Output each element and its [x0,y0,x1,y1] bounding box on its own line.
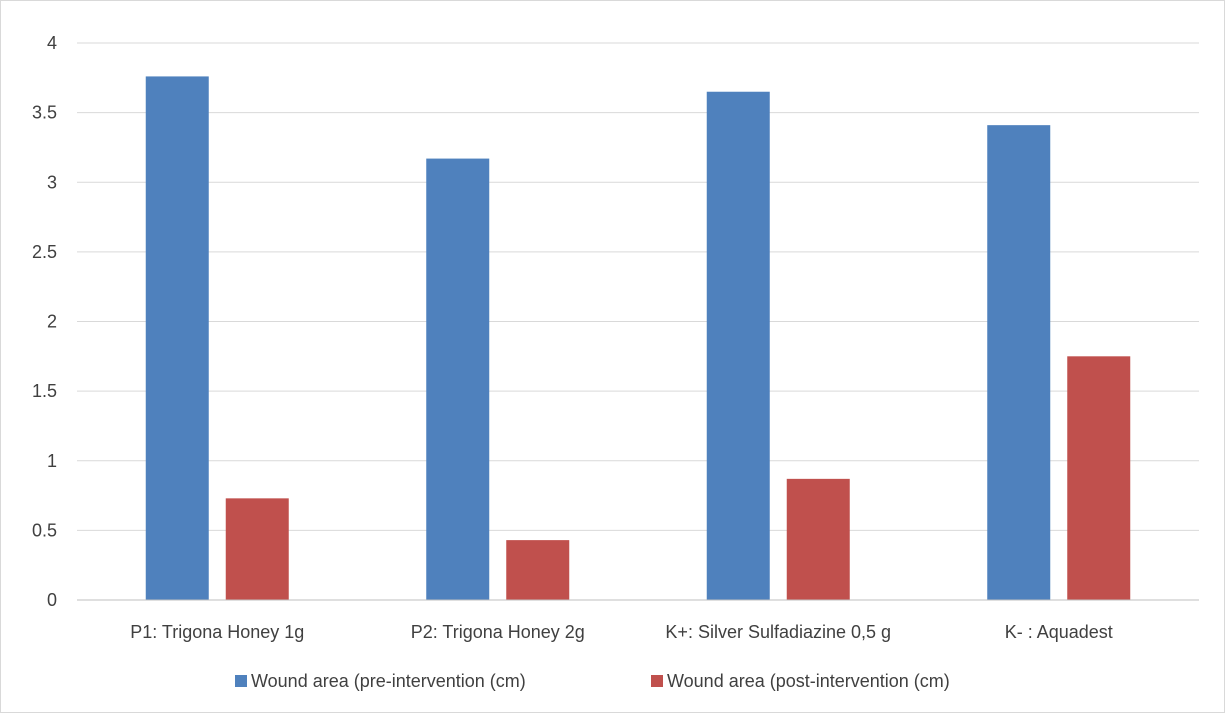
y-tick-label: 2 [47,312,57,332]
bar-post-intervention [225,498,289,600]
y-tick-label: 0 [47,590,57,610]
y-axis-ticks: 0 0.5 1 1.5 2 2.5 3 3.5 4 [32,33,57,610]
y-tick-label: 4 [47,33,57,53]
bar-pre-intervention [145,76,209,601]
y-tick-label: 3 [47,172,57,192]
legend: Wound area (pre-intervention (cm) Wound a… [235,671,950,691]
legend-label: Wound area (post-intervention (cm) [667,671,950,691]
y-tick-label: 1 [47,451,57,471]
x-category-label: K+: Silver Sulfadiazine 0,5 g [665,622,891,642]
bar-post-intervention [786,478,850,600]
legend-label: Wound area (pre-intervention (cm) [251,671,526,691]
gridlines [77,42,1199,531]
legend-item: Wound area (post-intervention (cm) [651,671,950,691]
x-category-label: P2: Trigona Honey 2g [411,622,585,642]
y-tick-label: 2.5 [32,242,57,262]
x-axis-labels: P1: Trigona Honey 1g P2: Trigona Honey 2g… [130,622,1113,642]
x-category-label: K- : Aquadest [1005,622,1113,642]
bars [145,76,1131,601]
bar-pre-intervention [987,125,1051,600]
legend-swatch [235,675,247,687]
bar-pre-intervention [706,91,770,601]
legend-item: Wound area (pre-intervention (cm) [235,671,526,691]
legend-swatch [651,675,663,687]
y-tick-label: 1.5 [32,381,57,401]
y-tick-label: 3.5 [32,103,57,123]
x-category-label: P1: Trigona Honey 1g [130,622,304,642]
y-tick-label: 0.5 [32,520,57,540]
bar-pre-intervention [426,158,490,600]
bar-post-intervention [506,540,570,600]
bar-post-intervention [1067,356,1131,600]
